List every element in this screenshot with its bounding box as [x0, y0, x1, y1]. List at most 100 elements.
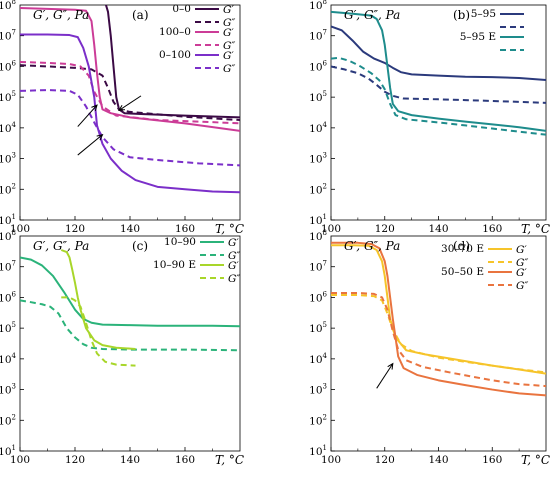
y-axis-label: G′, G″, Pa [344, 239, 400, 253]
x-tick-label: 120 [65, 454, 85, 466]
series-line [331, 291, 546, 388]
y-tick-label: 105 [0, 321, 16, 335]
panel-tag: (d) [453, 239, 470, 253]
y-tick-label: 101 [0, 444, 16, 458]
legend: 30–70 E G′G″50–50 E G′G″ [441, 243, 528, 292]
y-tick-label: 106 [309, 59, 327, 73]
y-tick-label: 108 [309, 229, 327, 243]
series-line [331, 56, 546, 136]
legend-entry-label: G″ [223, 40, 235, 52]
y-tick-label: 102 [0, 413, 16, 427]
y-tick-label: 108 [0, 0, 16, 12]
y-tick-label: 101 [309, 444, 327, 458]
y-tick-label: 108 [0, 229, 16, 243]
x-tick-label: 120 [375, 223, 395, 235]
x-tick-label: 140 [120, 223, 140, 235]
series-line [20, 89, 240, 167]
legend-entry-label: G″ [516, 280, 528, 292]
y-tick-label: 104 [309, 121, 327, 135]
chart-panel-0: 100 120 140 160 101 102 103 104 105 106 107 108 G′, … [0, 0, 244, 236]
x-axis-label: T, °C [215, 453, 244, 467]
series-line [20, 33, 240, 194]
y-tick-label: 103 [309, 383, 327, 397]
x-tick-label: 140 [428, 454, 448, 466]
x-tick-label: 100 [321, 454, 341, 466]
y-tick-label: 105 [309, 90, 327, 104]
y-axis-label: G′, G″, Pa [33, 239, 89, 253]
annotation-arrow [77, 133, 104, 156]
panel-tag: (a) [132, 8, 149, 22]
y-tick-label: 105 [0, 90, 16, 104]
legend-sample-label: 5–95 E [460, 31, 496, 43]
x-tick-label: 100 [321, 223, 341, 235]
x-axis-label: T, °C [521, 453, 550, 467]
series-line [331, 10, 546, 132]
x-tick-label: 160 [175, 223, 195, 235]
series-line [20, 6, 240, 132]
annotation-arrow [77, 104, 98, 127]
x-tick-label: 160 [482, 223, 502, 235]
y-tick-label: 102 [309, 413, 327, 427]
legend-entry-label: G′ [223, 4, 234, 16]
y-tick-label: 104 [0, 121, 17, 135]
series-line [331, 25, 546, 82]
y-tick-label: 104 [309, 352, 327, 366]
y-tick-label: 106 [0, 290, 17, 304]
legend-entry-label: G″ [223, 17, 235, 29]
y-tick-label: 106 [0, 59, 17, 73]
legend: 0–0 G′G″100–0 G′G″0–100 G′G″ [159, 3, 235, 75]
series-group [20, 249, 240, 367]
legend-entry-label: G″ [228, 250, 240, 262]
x-axis-label: T, °C [521, 222, 550, 236]
annotation-arrow [376, 362, 394, 389]
series-line [331, 244, 546, 375]
legend-entry-label: G′ [516, 267, 527, 279]
series-line [104, 5, 240, 119]
panel-tag: (b) [453, 8, 470, 22]
y-tick-label: 106 [309, 290, 327, 304]
series-line [331, 65, 546, 104]
series-line [20, 64, 240, 122]
y-tick-label: 105 [309, 321, 327, 335]
legend-sample-label: 50–50 E [441, 266, 484, 278]
legend-sample-label: 0–100 [159, 49, 191, 61]
y-tick-label: 104 [0, 352, 17, 366]
legend: 10–90 G′G″10–90 E G′G″ [153, 236, 240, 285]
series-group [331, 10, 546, 136]
series-line [331, 241, 546, 397]
legend-entry-label: G′ [223, 50, 234, 62]
x-tick-label: 100 [10, 223, 30, 235]
plot-frame [19, 235, 241, 452]
chart-panel-2: 100 120 140 160 101 102 103 104 105 106 107 108 G′, … [0, 229, 244, 467]
x-tick-label: 120 [65, 223, 85, 235]
legend-entry-label: G′ [223, 27, 234, 39]
series-line [61, 296, 136, 367]
plot-frame [330, 235, 547, 452]
x-tick-label: 100 [10, 454, 30, 466]
legend-sample-label: 10–90 [164, 236, 196, 248]
legend-entry-label: G′ [516, 244, 527, 256]
legend-entry-label: G′ [228, 260, 239, 272]
legend-sample-label: 10–90 E [153, 259, 196, 271]
x-tick-label: 120 [375, 454, 395, 466]
legend-sample-label: 0–0 [172, 3, 191, 15]
x-tick-label: 160 [482, 454, 502, 466]
legend-sample-label: 100–0 [159, 26, 191, 38]
y-axis-label: G′, G″, Pa [344, 8, 400, 22]
series-line [331, 294, 546, 374]
legend-sample-label: 5–95 [471, 8, 496, 20]
series-line [20, 256, 240, 328]
y-tick-label: 103 [309, 152, 327, 166]
y-tick-label: 103 [0, 383, 16, 397]
y-tick-label: 101 [309, 213, 327, 227]
y-tick-label: 107 [309, 29, 327, 43]
chart-panel-3: 100 120 140 160 101 102 103 104 105 106 107 108 G′, … [309, 229, 550, 467]
legend-entry-label: G′ [228, 237, 239, 249]
x-tick-label: 140 [120, 454, 140, 466]
x-tick-label: 160 [175, 454, 195, 466]
panel-tag: (c) [132, 239, 148, 253]
y-tick-label: 103 [0, 152, 16, 166]
y-tick-label: 107 [0, 29, 16, 43]
legend-entry-label: G″ [223, 63, 235, 75]
legend-entry-label: G″ [228, 273, 240, 285]
